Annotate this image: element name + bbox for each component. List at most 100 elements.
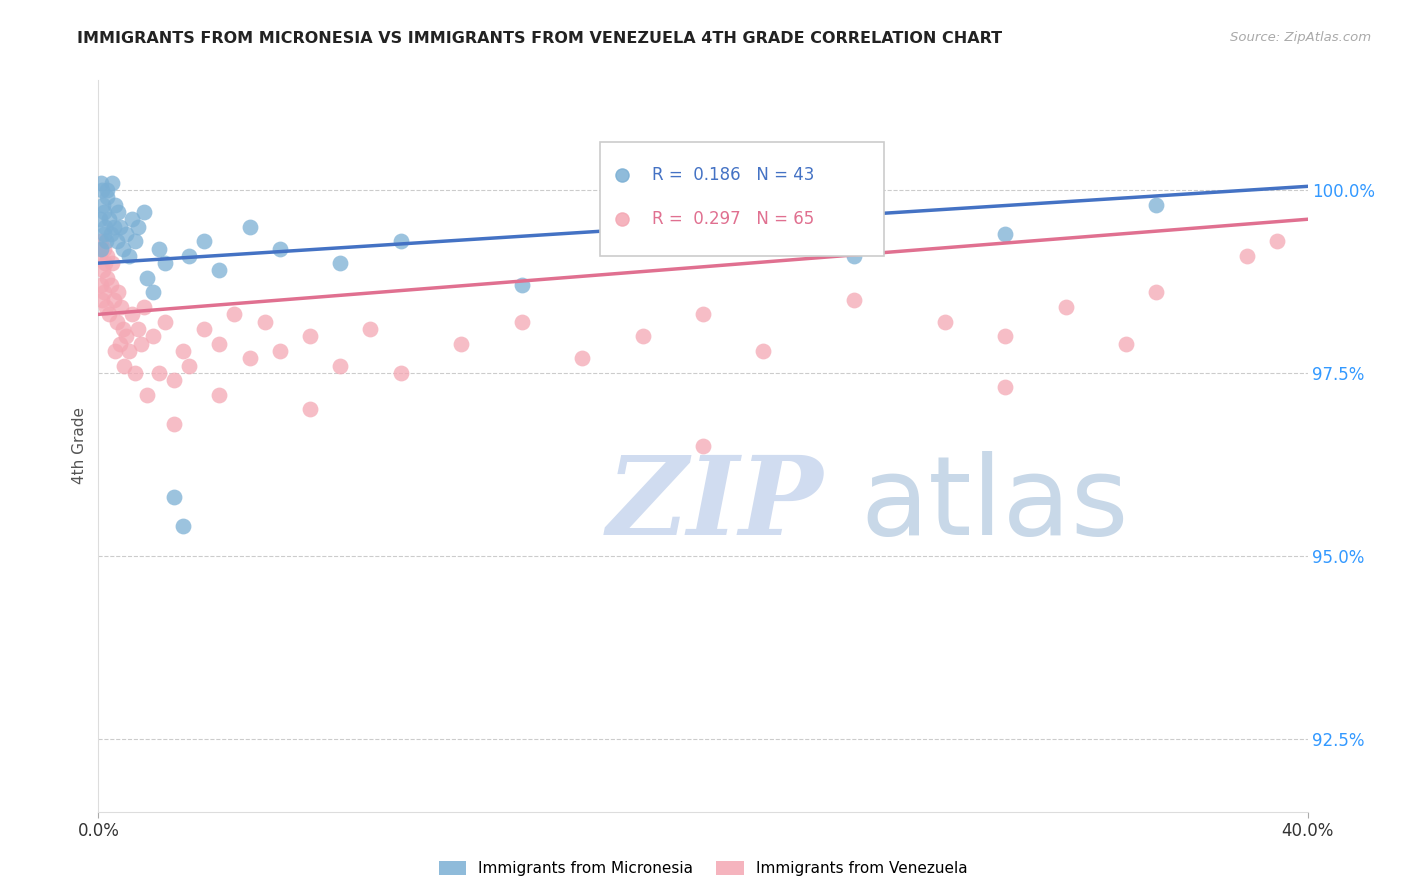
Point xyxy=(631,329,654,343)
Point xyxy=(299,402,322,417)
Point xyxy=(91,183,114,197)
Y-axis label: 4th Grade: 4th Grade xyxy=(72,408,87,484)
Text: R =  0.186   N = 43: R = 0.186 N = 43 xyxy=(652,167,814,185)
Point xyxy=(269,242,291,256)
Point xyxy=(239,351,262,366)
Point xyxy=(148,366,170,380)
Point xyxy=(224,307,246,321)
Point xyxy=(994,329,1017,343)
Point xyxy=(692,439,714,453)
Legend: Immigrants from Micronesia, Immigrants from Venezuela: Immigrants from Micronesia, Immigrants f… xyxy=(433,855,973,882)
Point xyxy=(450,336,472,351)
Point xyxy=(98,212,121,227)
Point xyxy=(163,373,186,387)
Point xyxy=(114,329,136,343)
Point xyxy=(105,315,128,329)
Point xyxy=(124,234,146,248)
Point xyxy=(90,176,112,190)
Point xyxy=(389,234,412,248)
Point xyxy=(94,234,117,248)
Point xyxy=(121,307,143,321)
Point xyxy=(510,315,533,329)
Point xyxy=(142,285,165,300)
Point xyxy=(91,197,114,211)
Point xyxy=(692,307,714,321)
Point xyxy=(172,519,194,533)
Point xyxy=(1236,249,1258,263)
Point xyxy=(107,205,129,219)
Point xyxy=(96,183,118,197)
Point xyxy=(124,366,146,380)
Text: R =  0.297   N = 65: R = 0.297 N = 65 xyxy=(652,211,814,228)
Point xyxy=(844,293,866,307)
Point xyxy=(118,249,141,263)
Point xyxy=(127,219,149,234)
Point xyxy=(94,256,117,270)
Point xyxy=(100,227,122,241)
Point xyxy=(127,322,149,336)
Point xyxy=(96,249,118,263)
Point xyxy=(994,227,1017,241)
Point xyxy=(90,242,112,256)
Point xyxy=(132,205,155,219)
Text: ZIP: ZIP xyxy=(606,450,823,558)
Point xyxy=(153,315,176,329)
Point xyxy=(208,388,231,402)
Point xyxy=(89,249,111,263)
Point xyxy=(103,219,125,234)
Point xyxy=(93,227,115,241)
Point xyxy=(111,322,134,336)
Text: atlas: atlas xyxy=(860,451,1129,558)
Point xyxy=(571,351,593,366)
Point xyxy=(89,212,111,227)
Point xyxy=(114,227,136,241)
Point xyxy=(994,380,1017,394)
Point xyxy=(94,300,117,314)
Point xyxy=(110,300,132,314)
Point xyxy=(172,343,194,358)
Point xyxy=(107,285,129,300)
Point xyxy=(193,234,215,248)
Point xyxy=(135,388,157,402)
Point xyxy=(132,300,155,314)
Point xyxy=(112,359,135,373)
Point xyxy=(104,197,127,211)
Point xyxy=(104,343,127,358)
Point xyxy=(253,315,276,329)
Point xyxy=(93,205,115,219)
Point xyxy=(208,336,231,351)
Point xyxy=(90,234,112,248)
Point xyxy=(193,322,215,336)
Point xyxy=(163,417,186,431)
Point xyxy=(269,343,291,358)
Point xyxy=(179,249,201,263)
Point xyxy=(163,490,186,504)
Point xyxy=(93,242,115,256)
Point xyxy=(208,263,231,277)
Point xyxy=(90,278,112,293)
Point xyxy=(108,336,131,351)
Point xyxy=(389,366,412,380)
Point xyxy=(329,359,352,373)
Point xyxy=(98,307,121,321)
Point xyxy=(179,359,201,373)
Point xyxy=(135,270,157,285)
Point xyxy=(299,329,322,343)
Point xyxy=(118,343,141,358)
Point xyxy=(91,293,114,307)
Point xyxy=(142,329,165,343)
Point xyxy=(1115,336,1137,351)
Point xyxy=(101,256,124,270)
Point xyxy=(91,263,114,277)
Point xyxy=(100,278,122,293)
Point xyxy=(94,219,117,234)
Point xyxy=(1054,300,1077,314)
Point xyxy=(510,278,533,293)
Point xyxy=(93,285,115,300)
Point xyxy=(153,256,176,270)
Point xyxy=(96,190,118,204)
Point xyxy=(1146,285,1168,300)
Point xyxy=(96,270,118,285)
Text: IMMIGRANTS FROM MICRONESIA VS IMMIGRANTS FROM VENEZUELA 4TH GRADE CORRELATION CH: IMMIGRANTS FROM MICRONESIA VS IMMIGRANTS… xyxy=(77,31,1002,46)
Point xyxy=(111,242,134,256)
